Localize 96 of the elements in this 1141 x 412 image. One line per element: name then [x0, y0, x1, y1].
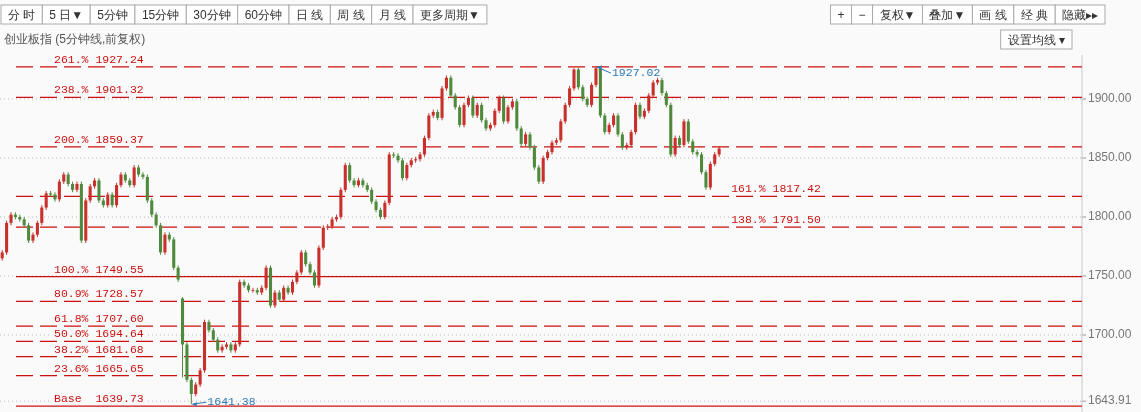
candlestick — [502, 94, 506, 125]
ref-line-label: 38.2% 1681.68 — [54, 342, 144, 356]
candlestick — [427, 112, 431, 141]
text: 隐藏▸▸ — [1062, 8, 1098, 22]
candlestick — [519, 125, 523, 147]
candlestick — [40, 204, 44, 226]
candlestick — [480, 102, 484, 124]
candlestick — [115, 182, 119, 209]
candlestick — [31, 231, 35, 244]
candlestick — [572, 67, 576, 92]
candlestick — [563, 102, 567, 125]
candlestick — [590, 81, 594, 108]
candlestick — [449, 74, 453, 99]
candlestick — [673, 135, 677, 158]
candlestick — [708, 161, 712, 191]
text: 分 时 — [8, 8, 36, 22]
candlestick — [27, 222, 31, 244]
candlestick — [686, 118, 690, 145]
text: 月 线 — [378, 8, 407, 22]
y-tick-label: 1850.00 — [1088, 150, 1132, 165]
candlestick — [568, 85, 572, 108]
candlestick — [189, 376, 193, 405]
candlestick — [299, 249, 303, 276]
candlestick — [44, 190, 48, 211]
ref-line-label: 200.% 1859.37 — [54, 132, 144, 146]
candlestick — [150, 197, 154, 218]
y-tick-label: 1900.00 — [1088, 91, 1132, 106]
candlestick — [532, 144, 536, 171]
ref-line-label: 80.9% 1728.57 — [54, 287, 144, 301]
candlestick — [422, 135, 426, 158]
text: 5分钟 — [97, 8, 128, 22]
text: 日 线 — [296, 8, 324, 22]
candlestick — [400, 157, 404, 181]
candlestick — [361, 177, 365, 189]
candlestick — [700, 151, 704, 176]
candlestick — [682, 118, 686, 148]
candlestick — [541, 155, 545, 185]
y-tick-label: 1800.00 — [1088, 209, 1132, 224]
candlestick — [57, 178, 61, 203]
text: 周 线 — [337, 8, 365, 22]
ref-line-label: 100.% 1749.55 — [54, 262, 144, 276]
candlestick — [264, 264, 268, 291]
text: 5 日▼ — [49, 8, 84, 22]
ref-line-label: 261.% 1927.24 — [54, 52, 144, 66]
text: 30分钟 — [193, 8, 231, 22]
candlestick — [286, 284, 290, 296]
candlestick — [462, 102, 466, 128]
candlestick — [576, 67, 580, 91]
candlestick — [229, 341, 233, 354]
candlestick — [198, 367, 202, 388]
ref-line-label: 238.% 1901.32 — [54, 83, 144, 97]
text: 更多周期▼ — [420, 8, 480, 22]
chart-title: 创业板指 (5分钟线,前复权) — [4, 32, 146, 46]
candlestick — [471, 94, 475, 119]
y-tick-label: 1750.00 — [1088, 268, 1132, 283]
candlestick — [97, 177, 101, 204]
ref-line-label: 61.8% 1707.60 — [54, 312, 144, 326]
candlestick — [603, 112, 607, 135]
candlestick — [321, 224, 325, 251]
ref-line-label: 50.0% 1694.64 — [54, 327, 144, 341]
text: 经 典 — [1020, 8, 1048, 22]
ref-line-label: 161.% 1817.42 — [731, 182, 821, 196]
candlestick — [383, 199, 387, 220]
candlestick — [251, 287, 255, 294]
text: 60分钟 — [244, 8, 282, 22]
candlestick — [53, 191, 57, 203]
candlestick — [704, 169, 708, 191]
text: 复权▼ — [879, 8, 916, 22]
candlestick — [352, 177, 356, 189]
ref-line-label: 23.6% 1665.65 — [54, 361, 144, 375]
text: 15分钟 — [141, 8, 180, 22]
candlestick — [418, 151, 422, 163]
y-tick-label: 1700.00 — [1088, 327, 1132, 342]
candlestick — [88, 183, 92, 204]
candlestick — [537, 164, 541, 185]
candlestick — [132, 164, 136, 189]
candlestick — [458, 104, 462, 128]
candlestick — [506, 104, 510, 125]
candlestick — [493, 107, 497, 128]
candlestick — [647, 92, 651, 114]
candlestick — [594, 66, 598, 88]
ref-line-label: 138.% 1791.50 — [731, 213, 821, 227]
text: 叠加▼ — [929, 8, 966, 22]
text: 画 线 — [979, 8, 1007, 22]
text: + — [837, 8, 845, 22]
candlestick — [616, 112, 620, 138]
candlestick — [559, 118, 563, 144]
text: − — [858, 8, 866, 22]
annotation: 1641.38 — [207, 395, 256, 409]
ref-line-label: Base 1639.73 — [54, 392, 144, 406]
annotation: 1927.02 — [611, 66, 661, 80]
text: 设置均线 ▾ — [1007, 33, 1065, 47]
y-tick-label: 1643.91 — [1088, 393, 1132, 408]
candlestick — [145, 174, 149, 204]
candlestick — [348, 162, 352, 184]
candlestick — [163, 231, 167, 256]
